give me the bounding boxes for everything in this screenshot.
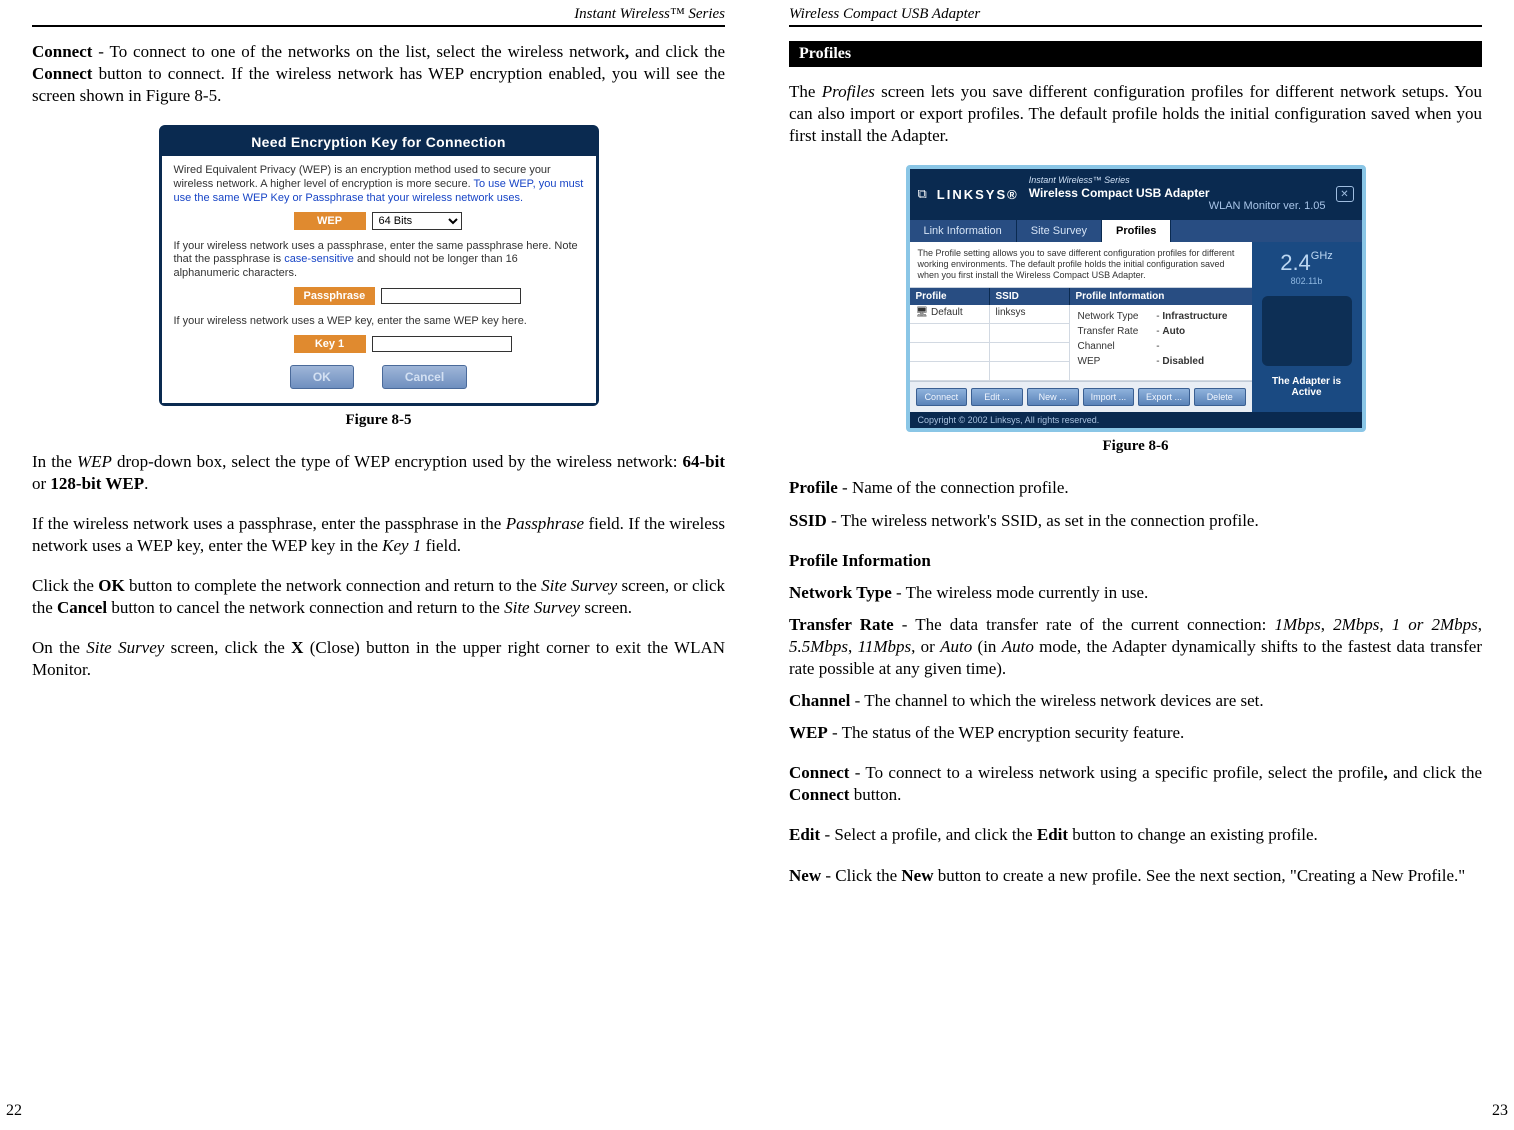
right-d3: Profile Information [789, 550, 1482, 572]
cell-empty [990, 362, 1070, 381]
cell-empty [910, 343, 990, 362]
tab-profiles[interactable]: Profiles [1102, 220, 1171, 242]
delete-button[interactable]: Delete [1194, 388, 1246, 406]
figure-8-6: ⧉ LINKSYS® Instant Wireless™ Series Wire… [906, 165, 1366, 432]
fig85-pass-row: Passphrase [174, 287, 584, 305]
th-profile: Profile [910, 288, 990, 305]
right-d2: SSID - The wireless network's SSID, as s… [789, 510, 1482, 532]
fig85-blurb3: If your wireless network uses a WEP key,… [174, 315, 584, 329]
new--button[interactable]: New ... [1027, 388, 1079, 406]
left-p3: If the wireless network uses a passphras… [32, 513, 725, 557]
fig85-title: Need Encryption Key for Connection [162, 128, 596, 156]
col-info: Network Type - InfrastructureTransfer Ra… [1070, 305, 1252, 381]
tab-site-survey[interactable]: Site Survey [1017, 220, 1102, 242]
cell-empty [910, 362, 990, 381]
fig86-footer: Copyright © 2002 Linksys, All rights res… [910, 412, 1362, 428]
right-d4: Network Type - The wireless mode current… [789, 582, 1482, 604]
device-image-icon [1262, 296, 1352, 366]
fig86-product: Wireless Compact USB Adapter [1029, 186, 1326, 200]
th-profile-info: Profile Information [1070, 288, 1252, 305]
monitor-icon: 🖥 [916, 307, 929, 318]
fig86-series: Instant Wireless™ Series [1029, 175, 1326, 186]
fig85-wep-row: WEP 64 Bits [174, 212, 584, 230]
left-p1: Connect - To connect to one of the netwo… [32, 41, 725, 107]
key1-label: Key 1 [294, 335, 366, 353]
th-ssid: SSID [990, 288, 1070, 305]
left-page: Instant Wireless™ Series Connect - To co… [0, 0, 757, 1130]
cell-empty [990, 324, 1070, 343]
fig86-main: The Profile setting allows you to save d… [910, 242, 1362, 413]
left-p5: On the Site Survey screen, click the X (… [32, 637, 725, 681]
col-profile: 🖥 Default [910, 305, 990, 381]
right-page: Wireless Compact USB Adapter Profiles Th… [757, 0, 1514, 1130]
tab-link-information[interactable]: Link Information [910, 220, 1017, 242]
fig86-tablebody: 🖥 Default linksys Network Type - Infra [910, 305, 1252, 381]
fig86-mainright: 2.4GHz 802.11b The Adapter is Active [1252, 242, 1362, 413]
cancel-button[interactable]: Cancel [382, 365, 467, 389]
linksys-logo-icon: ⧉ [918, 186, 927, 202]
col-ssid: linksys [990, 305, 1070, 381]
fig86-tablehead: Profile SSID Profile Information [910, 288, 1252, 305]
fig86-caption: Figure 8-6 [789, 438, 1482, 455]
right-d7: WEP - The status of the WEP encryption s… [789, 722, 1482, 744]
left-p4: Click the OK button to complete the netw… [32, 575, 725, 619]
right-page-num: 23 [1492, 1102, 1508, 1120]
fig85-key-row: Key 1 [174, 335, 584, 353]
import--button[interactable]: Import ... [1083, 388, 1135, 406]
left-header: Instant Wireless™ Series [32, 6, 725, 27]
fig85-buttons: OK Cancel [174, 365, 584, 389]
info-row: Network Type - Infrastructure [1078, 309, 1244, 324]
fig86-monitor: WLAN Monitor ver. 1.05 [1029, 200, 1326, 213]
linksys-logo: LINKSYS® [937, 187, 1019, 202]
right-d10: New - Click the New button to create a n… [789, 865, 1482, 887]
fig85-blurb2: If your wireless network uses a passphra… [174, 240, 584, 281]
fig86-desc: The Profile setting allows you to save d… [910, 242, 1252, 289]
left-page-num: 22 [6, 1102, 22, 1120]
key1-input[interactable] [372, 336, 512, 352]
adapter-status: The Adapter is Active [1258, 376, 1356, 398]
right-p1: The Profiles screen lets you save differ… [789, 81, 1482, 147]
fig86-mainleft: The Profile setting allows you to save d… [910, 242, 1252, 413]
figure-8-5: Need Encryption Key for Connection Wired… [159, 125, 599, 405]
ok-button[interactable]: OK [290, 365, 354, 389]
right-header: Wireless Compact USB Adapter [789, 6, 1482, 27]
edit--button[interactable]: Edit ... [971, 388, 1023, 406]
fig85-caption: Figure 8-5 [32, 412, 725, 429]
band-label: 802.11b [1258, 276, 1356, 286]
close-icon[interactable]: ✕ [1336, 186, 1354, 202]
fig85-panel: Wired Equivalent Privacy (WEP) is an enc… [162, 156, 596, 402]
fig85-blurb1: Wired Equivalent Privacy (WEP) is an enc… [174, 164, 584, 205]
cell-empty [990, 343, 1070, 362]
left-p2: In the WEP drop-down box, select the typ… [32, 451, 725, 495]
fig86-btnbar: ConnectEdit ...New ...Import ...Export .… [910, 381, 1252, 412]
cell-empty [910, 324, 990, 343]
info-row: WEP - Disabled [1078, 354, 1244, 369]
right-d5: Transfer Rate - The data transfer rate o… [789, 614, 1482, 680]
passphrase-input[interactable] [381, 288, 521, 304]
right-d9: Edit - Select a profile, and click the E… [789, 824, 1482, 846]
cell-ssid-linksys[interactable]: linksys [990, 305, 1070, 324]
wep-select[interactable]: 64 Bits [372, 212, 462, 230]
right-d1: Profile - Name of the connection profile… [789, 477, 1482, 499]
connect-button[interactable]: Connect [916, 388, 968, 406]
ghz-badge: 2.4GHz [1258, 250, 1356, 276]
right-d8: Connect - To connect to a wireless netwo… [789, 762, 1482, 806]
export--button[interactable]: Export ... [1138, 388, 1190, 406]
info-row: Transfer Rate - Auto [1078, 324, 1244, 339]
fig86-tabs: Link Information Site Survey Profiles [910, 220, 1362, 242]
right-d6: Channel - The channel to which the wirel… [789, 690, 1482, 712]
section-profiles: Profiles [789, 41, 1482, 67]
cell-profile-default[interactable]: 🖥 Default [910, 305, 990, 324]
fig86-topbar: ⧉ LINKSYS® Instant Wireless™ Series Wire… [910, 169, 1362, 219]
wep-label: WEP [294, 212, 366, 230]
passphrase-label: Passphrase [294, 287, 376, 305]
info-row: Channel - [1078, 339, 1244, 354]
fig86-titleblock: Instant Wireless™ Series Wireless Compac… [1029, 175, 1326, 213]
